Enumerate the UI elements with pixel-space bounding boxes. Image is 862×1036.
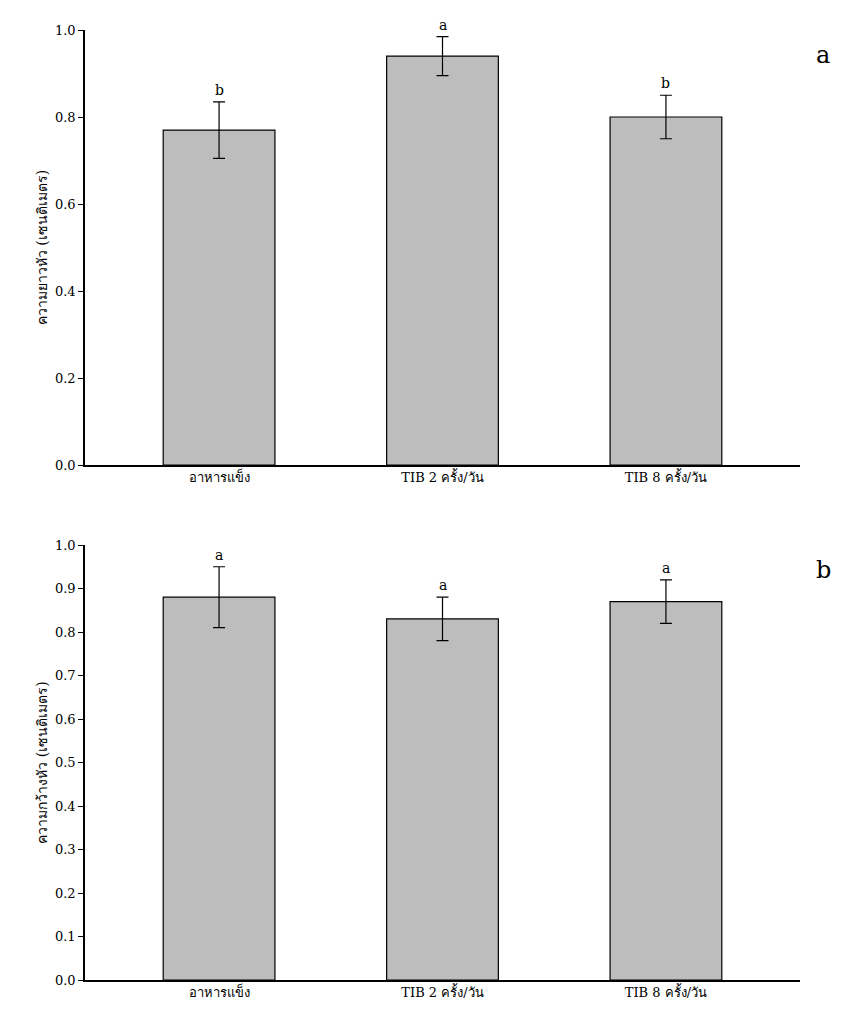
svg-text:b: b <box>816 556 831 584</box>
svg-text:0.0: 0.0 <box>55 458 76 473</box>
svg-text:0.8: 0.8 <box>55 110 76 125</box>
svg-text:0.1: 0.1 <box>55 929 76 944</box>
svg-text:0.6: 0.6 <box>55 197 76 212</box>
svg-text:b: b <box>215 82 224 98</box>
svg-text:อาหารแข็ง: อาหารแข็ง <box>189 983 250 1000</box>
svg-text:0.3: 0.3 <box>55 842 76 857</box>
svg-text:0.0: 0.0 <box>55 973 76 988</box>
svg-text:0.4: 0.4 <box>55 284 76 299</box>
svg-text:0.9: 0.9 <box>55 581 76 596</box>
svg-text:a: a <box>816 41 830 69</box>
svg-text:TIB 2 ครั้ง/วัน: TIB 2 ครั้ง/วัน <box>401 983 483 1000</box>
svg-text:0.5: 0.5 <box>55 755 76 770</box>
svg-text:a: a <box>439 577 447 593</box>
svg-text:b: b <box>661 75 670 91</box>
svg-text:0.6: 0.6 <box>55 712 76 727</box>
svg-text:อาหารแข็ง: อาหารแข็ง <box>189 468 250 485</box>
svg-text:ความยาวหัว (เซนติเมตร): ความยาวหัว (เซนติเมตร) <box>34 170 50 325</box>
svg-text:TIB 2 ครั้ง/วัน: TIB 2 ครั้ง/วัน <box>401 468 483 485</box>
svg-text:0.8: 0.8 <box>55 625 76 640</box>
svg-text:0.2: 0.2 <box>55 371 76 386</box>
svg-text:0.7: 0.7 <box>55 668 76 683</box>
svg-text:ความกว้างหัว (เซนติเมตร): ความกว้างหัว (เซนติเมตร) <box>34 681 50 843</box>
svg-text:1.0: 1.0 <box>55 23 76 38</box>
svg-text:TIB 8 ครั้ง/วัน: TIB 8 ครั้ง/วัน <box>625 468 707 485</box>
svg-text:1.0: 1.0 <box>55 538 76 553</box>
svg-text:0.2: 0.2 <box>55 886 76 901</box>
svg-text:a: a <box>439 17 447 33</box>
svg-text:0.4: 0.4 <box>55 799 76 814</box>
svg-text:a: a <box>662 560 670 576</box>
svg-text:TIB 8 ครั้ง/วัน: TIB 8 ครั้ง/วัน <box>625 983 707 1000</box>
svg-text:a: a <box>215 547 223 563</box>
